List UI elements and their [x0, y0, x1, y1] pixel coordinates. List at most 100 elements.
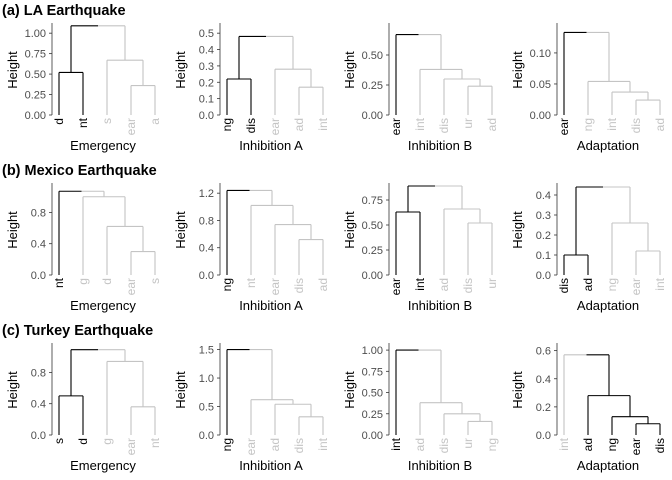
- x-axis-label: Inhibition B: [408, 298, 472, 313]
- y-axis-title: Height: [5, 371, 20, 409]
- leaf-label: ng: [605, 278, 619, 291]
- leaf-label: ad: [581, 278, 595, 291]
- y-axis-title: Height: [173, 371, 188, 409]
- leaf-label: ad: [413, 438, 427, 451]
- y-axis-title: Height: [173, 211, 188, 249]
- y-tick-label: 0.8: [31, 207, 46, 219]
- y-tick-label: 0.2: [536, 402, 551, 414]
- leaf-label: ad: [653, 118, 667, 131]
- y-tick-label: 1.2: [199, 188, 214, 200]
- y-tick-label: 0.25: [362, 80, 383, 92]
- panel: 0.0 0.4 0.8 Height Emergency nt g d ear s: [5, 183, 162, 313]
- leaf-label: int: [557, 437, 571, 450]
- leaf-label: ad: [316, 278, 330, 291]
- leaf-label: nt: [148, 437, 162, 448]
- panel: 0.0 0.5 1.0 1.5 Height Inhibition A ng ear ad dis…: [173, 343, 330, 473]
- leaf-label: dis: [437, 118, 451, 133]
- leaf-label: int: [389, 437, 403, 450]
- y-tick-label: 0.50: [362, 388, 383, 400]
- leaf-label: int: [316, 117, 330, 130]
- x-axis-label: Inhibition A: [239, 458, 303, 473]
- leaf-label: dis: [244, 118, 258, 133]
- y-tick-label: 0.1: [199, 94, 214, 106]
- y-axis-title: Height: [510, 371, 525, 409]
- y-tick-label: 0.05: [530, 79, 551, 91]
- leaf-label: dis: [461, 278, 475, 293]
- panel: 0.0 0.1 0.2 0.3 0.4 0.5 Height Inhibition A ng di…: [173, 23, 330, 153]
- x-axis-label: Inhibition A: [239, 298, 303, 313]
- leaf-label: d: [100, 278, 114, 285]
- leaf-label: ear: [268, 278, 282, 295]
- y-tick-label: 0.4: [199, 45, 214, 57]
- row-2: (c) Turkey Earthquake 0.0 0.4 0.8 Height Emer…: [2, 323, 667, 473]
- y-tick-label: 0.0: [536, 270, 551, 282]
- x-axis-label: Inhibition B: [408, 138, 472, 153]
- leaf-label: ur: [485, 278, 499, 289]
- row-title: (a) LA Earthquake: [2, 3, 126, 19]
- leaf-label: ear: [629, 438, 643, 455]
- y-tick-label: 0.75: [362, 366, 383, 378]
- y-tick-label: 0.50: [362, 220, 383, 232]
- x-axis-label: Emergency: [70, 138, 136, 153]
- leaf-label: ur: [461, 118, 475, 129]
- y-axis-title: Height: [5, 211, 20, 249]
- y-tick-label: 0.00: [362, 110, 383, 122]
- leaf-label: ear: [268, 118, 282, 135]
- y-axis-title: Height: [510, 211, 525, 249]
- leaf-label: dis: [292, 278, 306, 293]
- y-tick-label: 0.1: [536, 250, 551, 262]
- leaf-label: ur: [461, 438, 475, 449]
- leaf-label: d: [76, 438, 90, 445]
- leaf-label: dis: [557, 278, 571, 293]
- leaf-label: s: [148, 278, 162, 284]
- leaf-label: dis: [292, 438, 306, 453]
- row-title: (b) Mexico Earthquake: [2, 163, 157, 179]
- y-tick-label: 0.0: [536, 430, 551, 442]
- leaf-label: ear: [629, 278, 643, 295]
- y-tick-label: 0.4: [536, 190, 551, 202]
- y-tick-label: 0.25: [25, 90, 46, 102]
- panel: 0.00 0.25 0.50 0.75 1.00 Height Emergency d nt s e…: [5, 23, 162, 153]
- y-axis-title: Height: [173, 51, 188, 89]
- leaf-label: ear: [124, 118, 138, 135]
- y-tick-label: 0.4: [31, 399, 46, 411]
- leaf-label: ear: [389, 278, 403, 295]
- x-axis-label: Adaptation: [577, 298, 639, 313]
- panel: 0.00 0.05 0.10 Height Adaptation ear ng int dis a…: [510, 23, 667, 153]
- panel: 0.00 0.25 0.50 Height Inhibition B ear int dis u…: [342, 23, 499, 153]
- y-axis-title: Height: [342, 371, 357, 409]
- y-tick-label: 1.00: [25, 28, 46, 40]
- leaf-label: int: [316, 437, 330, 450]
- y-tick-label: 0.4: [31, 239, 46, 251]
- leaf-label: ad: [485, 118, 499, 131]
- leaf-label: int: [413, 277, 427, 290]
- y-tick-label: 0.10: [530, 48, 551, 60]
- leaf-label: g: [100, 438, 114, 445]
- leaf-label: int: [605, 117, 619, 130]
- leaf-label: ad: [437, 278, 451, 291]
- x-axis-label: Emergency: [70, 458, 136, 473]
- y-tick-label: 0.50: [362, 50, 383, 62]
- y-tick-label: 0.00: [530, 110, 551, 122]
- y-tick-label: 0.3: [199, 61, 214, 73]
- leaf-label: ad: [581, 438, 595, 451]
- y-tick-label: 0.0: [31, 430, 46, 442]
- leaf-label: s: [52, 438, 66, 444]
- y-tick-label: 0.5: [199, 28, 214, 40]
- leaf-label: a: [148, 118, 162, 125]
- x-axis-label: Emergency: [70, 298, 136, 313]
- y-tick-label: 0.2: [536, 230, 551, 242]
- y-tick-label: 0.3: [536, 210, 551, 222]
- row-title: (c) Turkey Earthquake: [2, 323, 153, 339]
- y-tick-label: 0.00: [25, 110, 46, 122]
- leaf-label: nt: [52, 277, 66, 288]
- leaf-label: dis: [629, 118, 643, 133]
- leaf-label: nt: [244, 277, 258, 288]
- leaf-label: ear: [557, 118, 571, 135]
- y-tick-label: 0.25: [362, 409, 383, 421]
- x-axis-label: Adaptation: [577, 138, 639, 153]
- y-tick-label: 0.0: [199, 270, 214, 282]
- leaf-label: ng: [485, 438, 499, 451]
- leaf-label: int: [413, 117, 427, 130]
- y-tick-label: 1.00: [362, 345, 383, 357]
